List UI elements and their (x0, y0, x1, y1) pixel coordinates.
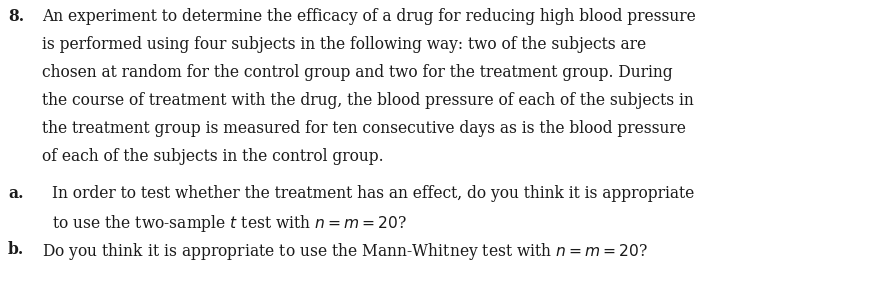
Text: Do you think it is appropriate to use the Mann-Whitney test with $\mathit{n} = \: Do you think it is appropriate to use th… (42, 241, 648, 262)
Text: of each of the subjects in the control group.: of each of the subjects in the control g… (42, 148, 384, 165)
Text: the course of treatment with the drug, the blood pressure of each of the subject: the course of treatment with the drug, t… (42, 92, 694, 109)
Text: 8.: 8. (8, 8, 25, 25)
Text: the treatment group is measured for ten consecutive days as is the blood pressur: the treatment group is measured for ten … (42, 120, 686, 137)
Text: An experiment to determine the efficacy of a drug for reducing high blood pressu: An experiment to determine the efficacy … (42, 8, 696, 25)
Text: chosen at random for the control group and two for the treatment group. During: chosen at random for the control group a… (42, 64, 673, 81)
Text: a.: a. (8, 185, 24, 202)
Text: b.: b. (8, 241, 25, 258)
Text: to use the two-sample $\mathit{t}$ test with $\mathit{n} = \mathit{m} = 20$?: to use the two-sample $\mathit{t}$ test … (52, 213, 407, 234)
Text: In order to test whether the treatment has an effect, do you think it is appropr: In order to test whether the treatment h… (52, 185, 695, 202)
Text: is performed using four subjects in the following way: two of the subjects are: is performed using four subjects in the … (42, 36, 646, 53)
